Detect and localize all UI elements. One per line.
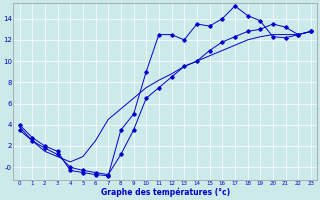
- X-axis label: Graphe des températures (°c): Graphe des températures (°c): [100, 188, 230, 197]
